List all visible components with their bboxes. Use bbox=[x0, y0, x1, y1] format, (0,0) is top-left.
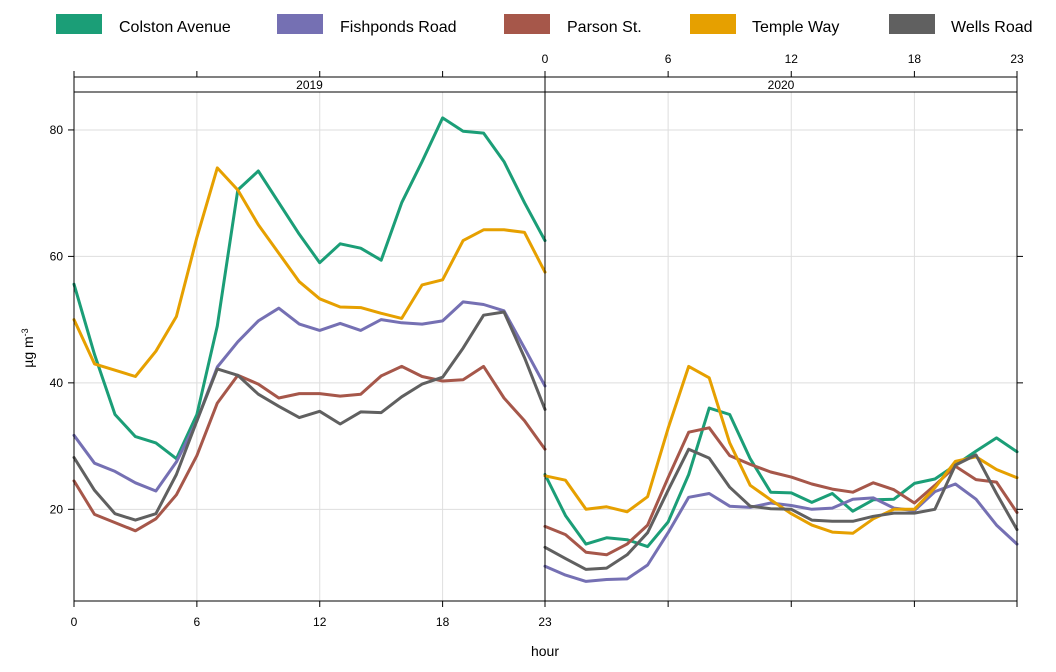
legend-swatch-fishponds-road bbox=[277, 14, 323, 34]
strip-label-2019: 2019 bbox=[296, 78, 323, 92]
x-tick-label-top: 6 bbox=[665, 52, 672, 66]
x-tick-label-top: 18 bbox=[908, 52, 922, 66]
panel-2020 bbox=[543, 364, 1019, 583]
x-tick-label: 23 bbox=[538, 615, 552, 629]
legend-label-colston-avenue: Colston Avenue bbox=[119, 19, 231, 36]
x-tick-label: 6 bbox=[194, 615, 201, 629]
y-tick-label: 60 bbox=[50, 249, 64, 263]
legend-swatch-colston-avenue bbox=[56, 14, 102, 34]
legend-swatch-wells-road bbox=[889, 14, 935, 34]
panel-2019 bbox=[72, 116, 547, 533]
legend-label-fishponds-road: Fishponds Road bbox=[340, 19, 457, 36]
series-line-parson-st bbox=[72, 364, 547, 533]
legend-label-parson-st: Parson St. bbox=[567, 19, 642, 36]
legend-swatch-parson-st bbox=[504, 14, 550, 34]
series-line-temple-way bbox=[72, 166, 547, 378]
x-tick-label-top: 0 bbox=[542, 52, 549, 66]
series-line-wells-road bbox=[72, 310, 547, 522]
series-line-fishponds-road bbox=[72, 300, 547, 493]
strip-label-2020: 2020 bbox=[768, 78, 795, 92]
y-tick-label: 80 bbox=[50, 123, 64, 137]
x-tick-label: 12 bbox=[313, 615, 327, 629]
y-axis-title: µg m-3 bbox=[20, 328, 36, 367]
panels bbox=[72, 116, 1019, 583]
x-tick-label-top: 12 bbox=[785, 52, 799, 66]
series-line-wells-road bbox=[543, 447, 1019, 571]
grid bbox=[74, 92, 1017, 601]
y-axis-title-text: µg m bbox=[20, 336, 36, 367]
x-tick-label-top: 23 bbox=[1010, 52, 1024, 66]
legend-label-wells-road: Wells Road bbox=[951, 19, 1033, 36]
legend: Colston Avenue Fishponds Road Parson St. Te… bbox=[56, 14, 1033, 36]
y-tick-label: 20 bbox=[50, 502, 64, 516]
panel-border-2020 bbox=[544, 91, 1018, 602]
series-line-colston-avenue bbox=[543, 406, 1019, 549]
y-tick-label: 40 bbox=[50, 376, 64, 390]
x-axis-title: hour bbox=[531, 643, 559, 659]
y-axis-title-superscript: -3 bbox=[20, 328, 30, 336]
series-line-colston-avenue bbox=[72, 116, 547, 461]
series-line-fishponds-road bbox=[543, 482, 1019, 583]
legend-swatch-temple-way bbox=[690, 14, 736, 34]
series-line-temple-way bbox=[543, 364, 1019, 535]
legend-label-temple-way: Temple Way bbox=[752, 19, 839, 36]
x-tick-label: 0 bbox=[71, 615, 78, 629]
x-tick-label: 18 bbox=[436, 615, 450, 629]
axes: 2019 0 6 12 18 23 2020 0 6 12 18 23 20 40 60 80 bbox=[50, 52, 1024, 629]
